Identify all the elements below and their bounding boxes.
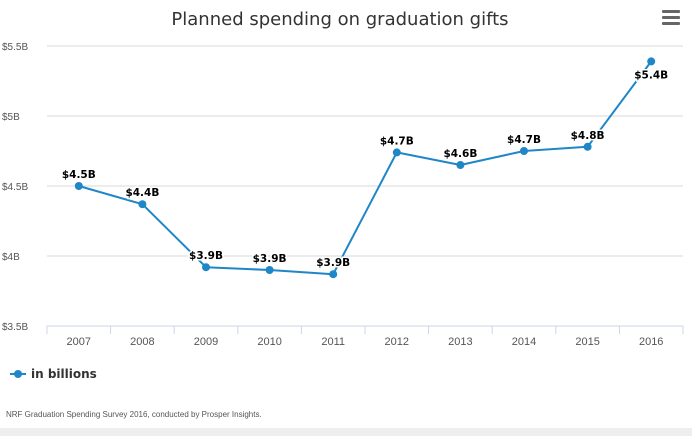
x-tick-label: 2012 — [385, 336, 409, 348]
legend-label: in billions — [31, 367, 97, 381]
x-tick-label: 2007 — [67, 336, 91, 348]
x-tick-label: 2015 — [575, 336, 599, 348]
x-tick-label: 2009 — [194, 336, 218, 348]
data-label: $4.4B — [125, 187, 159, 199]
data-label: $3.9B — [253, 253, 287, 265]
x-tick-label: 2013 — [448, 336, 472, 348]
y-tick-label: $5.5B — [2, 42, 28, 53]
data-point — [456, 161, 465, 169]
data-point — [74, 182, 83, 190]
data-point — [583, 142, 592, 151]
footer-divider — [0, 428, 692, 436]
x-tick-label: 2011 — [321, 336, 345, 348]
chart-title: Planned spending on graduation gifts — [171, 9, 508, 30]
data-label: $4.7B — [507, 134, 541, 146]
y-tick-label: $3.5B — [2, 322, 28, 333]
data-point — [647, 57, 656, 66]
legend-point-marker — [14, 370, 22, 378]
y-tick-label: $4.5B — [2, 182, 28, 193]
x-tick-label: 2010 — [257, 336, 281, 348]
data-point — [329, 270, 338, 279]
data-point — [265, 266, 274, 274]
source-credit: NRF Graduation Spending Survey 2016, con… — [6, 410, 262, 419]
data-point — [138, 200, 147, 209]
data-label: $4.7B — [380, 135, 414, 147]
series-line — [78, 60, 653, 276]
data-label: $4.8B — [571, 130, 605, 142]
x-tick-label: 2008 — [130, 336, 154, 348]
y-tick-label: $5B — [2, 112, 20, 123]
data-label: $5.4B — [634, 69, 668, 81]
data-label: $3.9B — [189, 250, 223, 262]
x-tick-label: 2016 — [639, 336, 663, 348]
hamburger-menu-icon[interactable] — [662, 10, 680, 28]
y-tick-label: $4B — [2, 252, 20, 263]
data-point — [520, 147, 528, 155]
data-label: $3.9B — [316, 257, 350, 269]
data-point — [202, 263, 210, 272]
x-tick-label: 2014 — [512, 336, 536, 348]
data-label: $4.6B — [443, 148, 477, 160]
data-label: $4.5B — [62, 169, 96, 181]
data-point — [392, 148, 401, 157]
